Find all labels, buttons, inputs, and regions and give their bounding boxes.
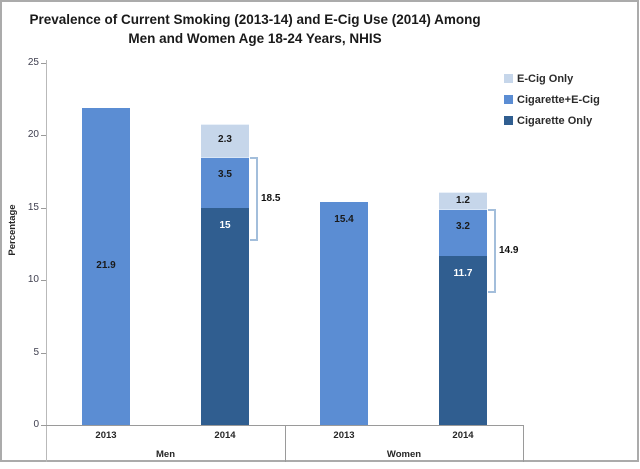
x-axis-group-label-men: Men — [156, 449, 175, 460]
y-axis-tick-mark — [41, 135, 46, 137]
bar-segment-value: 3.5 — [218, 169, 232, 181]
legend-swatch-icon — [504, 74, 513, 83]
bar-segment-value: 2.3 — [218, 134, 232, 146]
bar-segment-cigarette-e-cig — [439, 209, 487, 256]
x-axis-group-label-women: Women — [386, 449, 422, 460]
bar-segment-value: 3.2 — [456, 221, 470, 233]
bar-segment-current-smoking — [82, 107, 130, 425]
y-axis-tick-label: 25 — [27, 57, 39, 68]
legend-swatch-icon — [504, 95, 513, 104]
bracket-cap-bottom — [250, 239, 257, 242]
legend-item-cigarette-e-cig: Cigarette+E-Cig — [504, 89, 600, 110]
x-axis-line — [46, 425, 523, 426]
legend-item-cigarette-only: Cigarette Only — [504, 110, 600, 131]
bracket-cap-top — [488, 209, 495, 212]
y-axis-tick-mark — [41, 425, 46, 426]
bracket-value: 14.9 — [499, 245, 519, 257]
y-axis-tick-mark — [41, 63, 46, 64]
legend-label: Cigarette+E-Cig — [517, 93, 600, 106]
category-box-right-edge — [523, 425, 524, 462]
y-axis-tick-label: 5 — [33, 346, 39, 358]
legend-item-e-cig-only: E-Cig Only — [504, 68, 600, 89]
bar-segment-value: 21.9 — [96, 260, 116, 272]
bar-segment-value: 11.7 — [453, 267, 473, 279]
y-axis-tick-mark — [41, 207, 46, 209]
legend-label: E-Cig Only — [517, 72, 574, 85]
bar-segment-value: 15 — [219, 219, 231, 231]
y-axis-tick-mark — [41, 352, 46, 354]
legend-label: Cigarette Only — [517, 114, 593, 127]
bar-segment-e-cig-only — [439, 191, 487, 210]
bar-segment-cigarette-only — [201, 207, 249, 425]
y-axis-title: Percentage — [7, 204, 18, 256]
y-axis-tick-mark — [41, 280, 46, 282]
y-axis-tick-label: 15 — [27, 201, 39, 213]
bracket-line — [494, 209, 496, 294]
bar-segment-value: 15.4 — [334, 214, 354, 225]
y-axis-tick-label: 10 — [27, 274, 39, 286]
bracket-line — [256, 157, 258, 242]
x-axis-category-label: 2013 — [95, 430, 117, 441]
plot-area: Prevalence of Current Smoking (2013-14) … — [2, 2, 638, 462]
bracket-cap-bottom — [488, 291, 495, 294]
legend-swatch-icon — [504, 116, 513, 125]
bar-segment-value: 1.2 — [456, 194, 470, 206]
bracket-cap-top — [250, 157, 257, 160]
y-axis-tick-label: 0 — [33, 419, 39, 430]
group-divider — [285, 425, 286, 462]
x-axis-category-label: 2013 — [333, 430, 355, 441]
y-axis-tick-label: 20 — [27, 129, 39, 141]
bracket-value: 18.5 — [261, 193, 281, 205]
chart-title: Prevalence of Current Smoking (2013-14) … — [25, 10, 485, 48]
bar-segment-current-smoking — [320, 202, 368, 425]
x-axis-category-label: 2014 — [214, 430, 236, 441]
bar-segment-e-cig-only — [201, 123, 249, 158]
bar-segment-cigarette-e-cig — [201, 157, 249, 208]
y-axis-line — [46, 60, 47, 462]
chart-title-line2: Men and Women Age 18-24 Years, NHIS — [128, 31, 382, 46]
legend: E-Cig Only Cigarette+E-Cig Cigarette Only — [504, 68, 600, 131]
bar-segment-cigarette-only — [439, 255, 487, 425]
chart-title-line1: Prevalence of Current Smoking (2013-14) … — [29, 12, 481, 27]
x-axis-category-label: 2014 — [452, 430, 474, 441]
